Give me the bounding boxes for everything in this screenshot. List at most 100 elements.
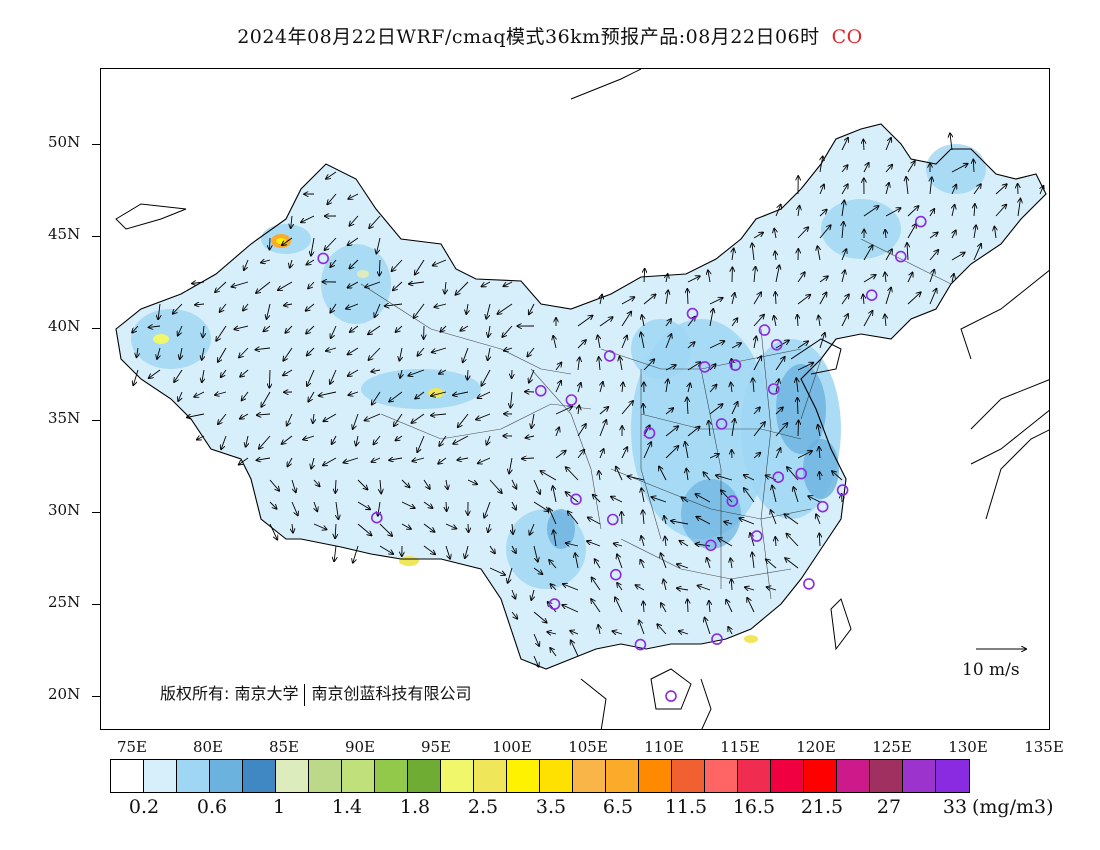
- wind-arrow: [592, 578, 601, 591]
- wind-arrow: [721, 490, 733, 503]
- wind-arrow: [446, 479, 448, 489]
- wind-arrow: [348, 347, 359, 355]
- wind-arrow: [267, 303, 271, 319]
- wind-arrow: [709, 298, 723, 305]
- wind-arrow: [533, 501, 549, 511]
- colorbar-swatch: [573, 760, 606, 792]
- colorbar-swatch: [243, 760, 276, 792]
- lon-label-100e: 100E: [492, 738, 532, 756]
- wind-arrow: [819, 210, 827, 217]
- wind-arrow: [744, 488, 755, 503]
- wind-arrow: [239, 457, 249, 465]
- wind-arrow: [724, 522, 733, 524]
- station-marker: [643, 427, 656, 439]
- wind-arrow: [798, 206, 800, 217]
- wind-arrow: [641, 333, 645, 349]
- wind-arrow: [348, 392, 359, 395]
- wind-arrow: [818, 425, 820, 437]
- wind-arrow: [568, 511, 579, 525]
- wind-arrow: [549, 560, 557, 569]
- wind-arrow: [642, 315, 644, 327]
- coastlines-neighbors: [115, 69, 1049, 729]
- wind-arrow: [218, 347, 227, 362]
- wind-arrow: [771, 510, 777, 525]
- wind-arrow: [326, 171, 337, 179]
- wind-arrow: [178, 325, 183, 336]
- wind-arrow: [446, 501, 447, 511]
- station-marker: [534, 384, 547, 397]
- wind-arrow: [907, 292, 921, 305]
- wind-arrow: [907, 161, 915, 173]
- wind-arrow: [786, 534, 799, 547]
- wind-arrow: [431, 391, 447, 396]
- wind-arrow: [599, 317, 613, 327]
- wind-arrow: [306, 325, 315, 334]
- wind-arrow: [661, 553, 667, 569]
- wind-arrow: [775, 251, 776, 261]
- wind-arrow: [392, 259, 403, 271]
- wind-arrow: [599, 420, 606, 437]
- wind-arrow: [665, 446, 678, 459]
- wind-arrow: [863, 295, 864, 305]
- colorbar-label: 27: [876, 796, 902, 818]
- wind-arrow: [244, 259, 249, 270]
- wind-arrow: [687, 276, 700, 283]
- wind-arrow: [313, 523, 327, 530]
- wind-arrow: [617, 583, 623, 591]
- wind-arrow: [753, 233, 763, 239]
- wind-arrow: [587, 541, 601, 547]
- wind-arrow: [431, 414, 447, 415]
- station-marker: [634, 638, 647, 651]
- colorbar-swatch: [540, 760, 573, 792]
- colorbar-label: 0.2: [128, 796, 160, 818]
- station-marker: [758, 324, 771, 336]
- wind-arrow: [885, 315, 886, 327]
- wind-arrow: [929, 233, 938, 239]
- station-marker: [865, 289, 878, 301]
- wind-arrow: [745, 587, 755, 590]
- wind-arrow: [575, 553, 578, 569]
- station-marker: [795, 467, 808, 480]
- wind-arrow: [562, 605, 579, 613]
- wind-arrow: [615, 597, 623, 613]
- wind-arrow: [907, 224, 916, 239]
- wind-arrow: [816, 514, 821, 525]
- colorbar-swatch: [804, 760, 837, 792]
- wind-arrow: [149, 326, 161, 327]
- wind-arrow: [239, 347, 249, 358]
- station-marker: [726, 495, 739, 507]
- wind-arrow: [885, 249, 892, 261]
- lat-tick-40n: [92, 328, 100, 329]
- wind-arrow: [488, 347, 490, 360]
- wind-arrow: [566, 543, 579, 546]
- wind-arrow: [885, 208, 901, 217]
- wind-arrow: [841, 138, 848, 151]
- wind-arrow: [555, 407, 572, 415]
- wind-arrow: [287, 457, 293, 466]
- wind-arrow: [411, 413, 425, 423]
- wind-arrow: [577, 316, 593, 327]
- wind-arrow: [368, 325, 381, 334]
- wind-arrow: [511, 479, 516, 489]
- wind-arrow: [644, 269, 645, 283]
- wind-arrow: [598, 335, 600, 349]
- station-marker: [803, 578, 815, 590]
- lat-label-45n: 45N: [48, 225, 81, 243]
- wind-arrow: [952, 230, 956, 239]
- wind-arrow: [643, 442, 651, 459]
- wind-arrow: [202, 347, 204, 360]
- wind-arrow: [389, 458, 403, 460]
- wind-arrow: [686, 469, 688, 481]
- monitoring-stations: [317, 215, 927, 702]
- wind-arrow: [348, 193, 359, 199]
- lat-label-35n: 35N: [48, 409, 81, 427]
- wind-arrow: [529, 303, 535, 314]
- wind-arrow: [547, 632, 557, 634]
- station-marker: [715, 418, 728, 430]
- wind-arrow: [730, 558, 732, 569]
- wind-arrow: [349, 215, 359, 226]
- lat-label-20n: 20N: [48, 685, 81, 703]
- wind-arrow: [797, 295, 810, 305]
- wind-arrow: [666, 379, 668, 393]
- colorbar-swatch: [771, 760, 804, 792]
